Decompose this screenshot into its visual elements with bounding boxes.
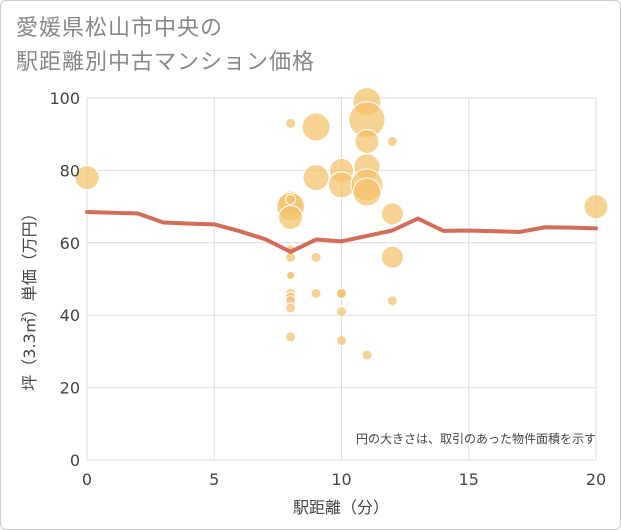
bubble-layer [74, 87, 609, 361]
y-tick-label: 100 [49, 89, 80, 108]
bubble-point [386, 295, 398, 307]
x-tick-label: 20 [586, 470, 606, 489]
bubble-point [336, 287, 347, 299]
bubble-point [285, 193, 297, 205]
y-tick-label: 60 [60, 234, 80, 253]
average-price-line [85, 210, 598, 254]
bubble-point [380, 245, 404, 269]
bubble-point [354, 128, 380, 154]
bubble-point [278, 204, 304, 230]
y-tick-label: 80 [60, 161, 80, 180]
bubble-point [361, 349, 373, 361]
bubble-point [380, 202, 404, 226]
title-line-1: 愛媛県松山市中央の [16, 16, 224, 41]
size-note: 円の大きさは、取引のあった物件面積を示す [356, 431, 596, 446]
bubble-point [285, 302, 297, 314]
bubble-point [352, 177, 382, 207]
bubble-point [310, 287, 322, 299]
bubble-point [336, 306, 347, 318]
grid-lines [86, 97, 597, 461]
y-tick-label: 0 [70, 451, 80, 470]
bubble-point [74, 165, 100, 191]
bubble-point [301, 112, 331, 142]
y-tick-label: 40 [60, 306, 80, 325]
x-tick-label: 5 [209, 470, 219, 489]
x-tick-label: 10 [331, 470, 351, 489]
title-line-2: 駅距離別中古マンション価格 [16, 50, 316, 75]
x-tick-label: 15 [459, 470, 479, 489]
bubble-point [386, 135, 398, 147]
bubble-point [285, 331, 297, 343]
bubble-point [302, 164, 330, 192]
bubble-point [310, 251, 322, 263]
bubble-point [286, 270, 296, 280]
bubble-point [583, 194, 609, 220]
bubble-point [285, 117, 297, 129]
bubble-point [336, 335, 347, 347]
x-axis-label: 駅距離（分） [293, 498, 389, 517]
tick-labels: 0 20 40 60 80 100 0 5 10 15 20 [49, 89, 606, 489]
chart-title: 愛媛県松山市中央の 駅距離別中古マンション価格 [16, 12, 315, 80]
x-tick-label: 0 [82, 470, 92, 489]
y-axis-label: 坪（3.3㎡）単価（万円） [20, 205, 39, 390]
y-tick-label: 20 [60, 379, 80, 398]
line-layer [85, 210, 598, 254]
